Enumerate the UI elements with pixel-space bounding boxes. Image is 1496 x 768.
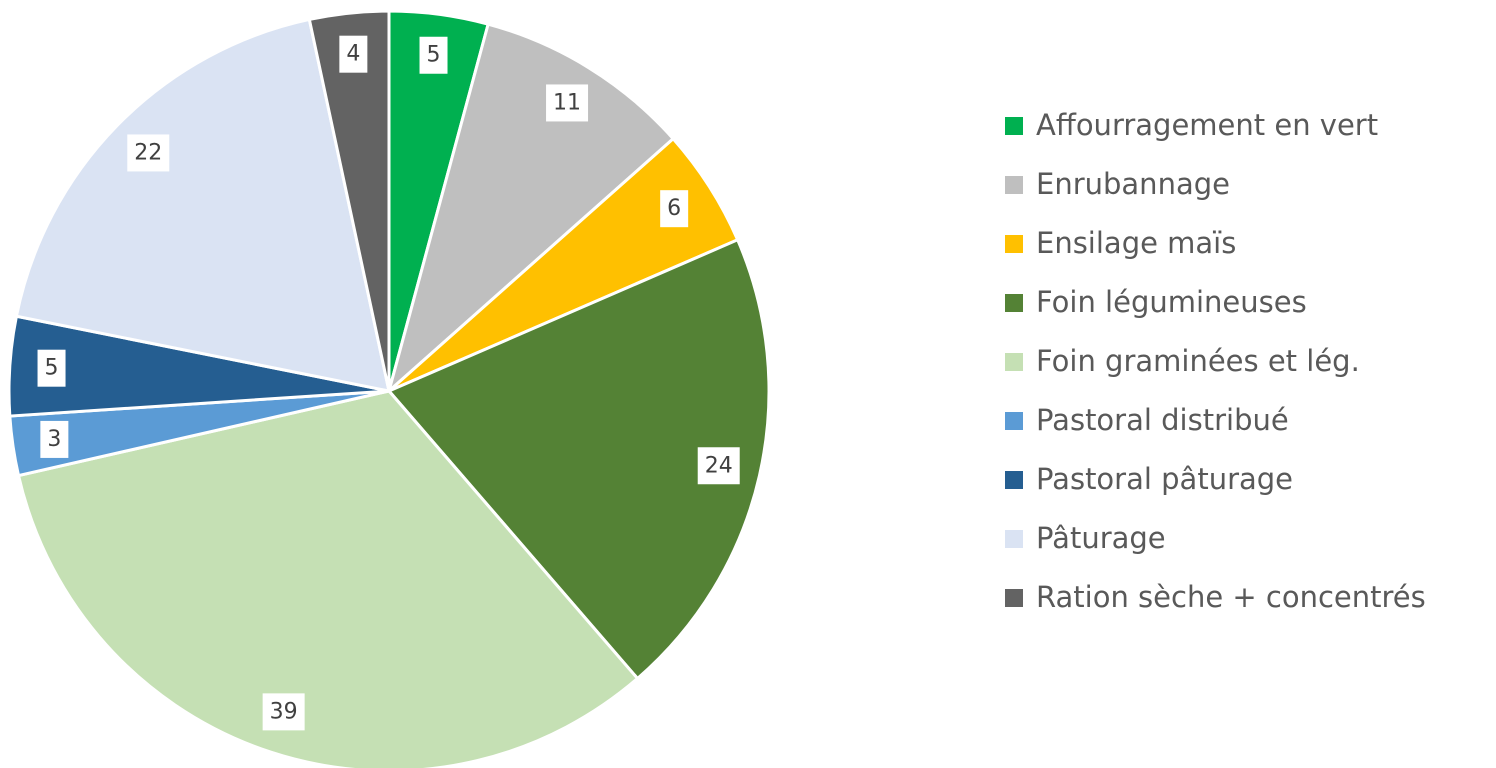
legend-swatch [1005,530,1023,548]
legend-label: Affourragement en vert [1036,108,1378,142]
data-label-text: 11 [553,90,581,115]
pie-slice [16,389,640,768]
legend-label: Pastoral pâturage [1036,462,1293,496]
legend-swatch [1005,117,1023,135]
data-label-text: 5 [45,356,59,381]
legend-swatch [1005,176,1023,194]
data-label: 5 [419,36,448,74]
legend-label: Ration sèche + concentrés [1036,580,1426,614]
legend-swatch [1005,353,1023,371]
pie-slice [386,237,771,681]
label-box [697,447,740,485]
legend-swatch [1005,412,1023,430]
legend-label: Pastoral distribué [1036,403,1289,437]
data-label-text: 4 [346,42,360,67]
data-label-text: 24 [705,453,733,478]
pie-slice [307,9,391,392]
legend-swatch [1005,471,1023,489]
label-box [419,36,448,74]
label-box [262,693,305,731]
label-box [339,35,368,73]
legend-swatch [1005,235,1023,253]
data-label: 24 [697,447,740,485]
legend-label: Pâturage [1036,521,1166,555]
legend-label: Foin graminées et lég. [1036,344,1360,378]
legend-label: Foin légumineuses [1036,285,1307,319]
legend-swatch [1005,294,1023,312]
label-box [127,134,170,172]
label-box [660,190,689,228]
legend-label: Ensilage maïs [1036,226,1236,260]
label-box [40,420,69,458]
data-label: 4 [339,35,368,73]
label-box [546,84,589,122]
pie-slice [14,17,391,393]
data-label-text: 5 [427,43,441,68]
legend-label: Enrubannage [1036,167,1230,201]
legend-swatch [1005,589,1023,607]
data-label: 5 [37,349,66,387]
pie-slice [386,22,676,396]
data-label: 6 [660,190,689,228]
data-label-text: 39 [270,699,298,724]
data-label: 22 [127,134,170,172]
data-label: 39 [262,693,305,731]
data-label-text: 6 [667,196,681,221]
data-label: 3 [40,420,69,458]
data-label-text: 22 [134,140,162,165]
data-label: 11 [546,84,589,122]
data-label-text: 3 [47,427,61,452]
label-box [37,349,66,387]
